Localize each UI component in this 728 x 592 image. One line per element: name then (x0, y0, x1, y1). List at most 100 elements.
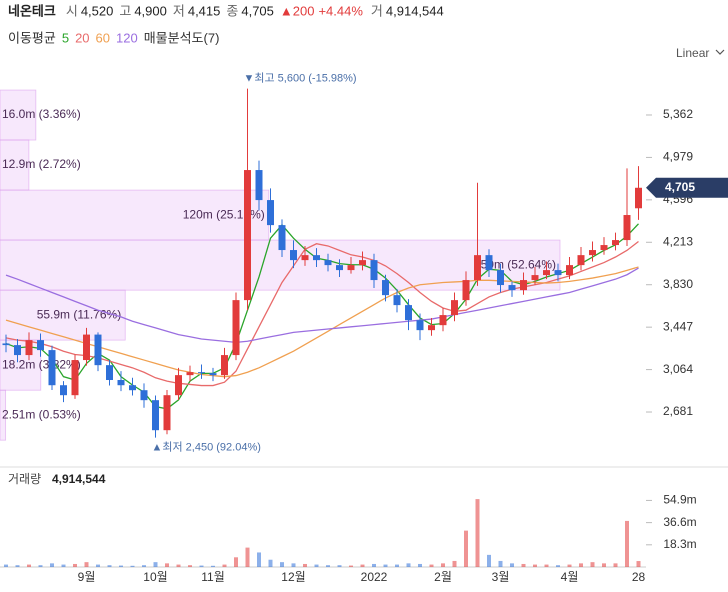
candle-body (140, 390, 148, 401)
y-tick-label: 2,681 (663, 404, 693, 418)
candle-body (508, 285, 516, 291)
candle-body (60, 385, 67, 396)
y-tick-label: 4,979 (663, 150, 693, 164)
candle-body (370, 260, 378, 281)
y-tick-label: 4,213 (663, 234, 693, 248)
volume-bar (130, 565, 135, 567)
volume-bar (579, 563, 583, 567)
candle-body (163, 395, 171, 431)
y-tick-label: 3,830 (663, 277, 693, 291)
candle-body (255, 170, 263, 201)
profile-label: 18.2m (3.82%) (2, 357, 81, 371)
legend-entry: 5 (62, 30, 69, 45)
volume-bar (234, 557, 238, 567)
volume-bar (452, 560, 457, 567)
scale-menu[interactable]: Linear (676, 46, 709, 60)
candle-body (313, 255, 320, 261)
volume-bar (188, 565, 192, 567)
quote-key: 시 (66, 3, 78, 18)
x-tick-label: 11월 (201, 570, 225, 584)
legend-entry: 20 (75, 30, 89, 45)
volume-bar (556, 565, 560, 567)
volume-y-tick-label: 36.6m (663, 515, 696, 529)
volume-profile: 16.0m (3.36%) 12.9m (2.72%) 120m (25.18%) 2… (0, 89, 561, 441)
extreme-annotation: ▼최고 5,600 (-15.98%) (244, 72, 357, 85)
quote-key: 저 (173, 3, 185, 18)
extreme-annotation: ▲최저 2,450 (92.04%) (152, 441, 261, 454)
volume-bar (406, 563, 411, 567)
candle-body (359, 260, 366, 266)
profile-bar (0, 389, 7, 441)
candle-body (474, 255, 481, 281)
volume-bar (222, 564, 227, 567)
candle-body (462, 280, 470, 301)
moving-average-line (5, 267, 639, 343)
candle-body (577, 255, 585, 266)
profile-label: 120m (25.18%) (183, 207, 265, 221)
candle-body (439, 315, 447, 326)
x-tick-label: 10월 (143, 570, 167, 584)
ma-label: 이동평균 (8, 30, 56, 45)
volume-bar (50, 563, 54, 567)
volume-bar (119, 565, 123, 567)
candle-body (290, 250, 297, 261)
candle-body (600, 245, 608, 251)
volume-y-tick-label: 54.9m (663, 493, 696, 507)
candle-body (186, 372, 194, 376)
header: 네온테크 시 4,520 고 4,900 저 4,415 종 4,705 ▲200 +4.44% 거 4… (8, 3, 444, 18)
volume-bar (73, 563, 77, 567)
quote-value: 4,900 (134, 3, 167, 18)
dropdown-chevron[interactable] (715, 49, 725, 55)
quote-value: 4,520 (81, 3, 114, 18)
x-tick-label: 3월 (492, 570, 510, 584)
profile-label: 55.9m (11.76%) (37, 307, 122, 321)
profile-label: 2.51m (0.53%) (2, 407, 81, 421)
candle-body (543, 270, 550, 276)
volume-bar (360, 564, 365, 567)
quote-key: 고 (119, 3, 131, 18)
volume-bar (613, 563, 618, 567)
volume-bar (498, 560, 503, 567)
candle-body (554, 270, 562, 276)
candle-body (382, 280, 389, 296)
candle-body (152, 400, 159, 431)
profile-bar (0, 339, 42, 391)
profile-label: 매물분석도(7) (144, 30, 220, 45)
candle-body (244, 170, 251, 301)
candle-body (106, 365, 113, 381)
x-tick-label: 4월 (561, 570, 579, 584)
candle-body (589, 250, 596, 256)
candle-body (48, 350, 56, 386)
candle-body (612, 240, 619, 246)
volume-bar (257, 552, 261, 567)
y-tick-label: 5,362 (663, 107, 693, 121)
volume-bar (165, 563, 169, 567)
volume-bar (429, 564, 434, 567)
candle-body (94, 334, 102, 366)
volume-bar (487, 554, 491, 567)
candle-body (232, 300, 240, 356)
volume-bar (441, 563, 445, 567)
volume-bar (96, 564, 100, 567)
volume-bar (475, 499, 480, 567)
volume-bar (142, 565, 146, 567)
volume-bar (349, 565, 353, 567)
volume-bar (464, 530, 468, 567)
candle-body (129, 385, 136, 391)
volume-bar (153, 562, 158, 567)
volume-bar (337, 565, 342, 567)
candle-body (267, 200, 274, 226)
x-tick-label: 12월 (281, 570, 305, 584)
profile-label: 12.9m (2.72%) (2, 157, 81, 171)
candle-body (175, 375, 182, 396)
x-tick-label: 2월 (434, 570, 452, 584)
candle-body (117, 380, 125, 386)
volume-bar (590, 562, 595, 567)
x-tick-label: 28 (632, 570, 646, 584)
current-price-tag (646, 177, 728, 198)
volume-bar (15, 565, 20, 567)
profile-bar (0, 189, 270, 241)
indicator-bar: 이동평균 5 20 60 120 매물분석도(7) (8, 30, 219, 45)
